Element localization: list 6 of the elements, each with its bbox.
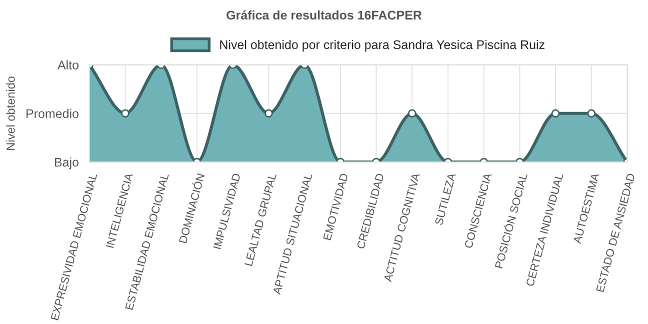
text: Alto [57, 60, 78, 70]
y-axis-title: Nivel obtenido [6, 76, 15, 150]
text: Promedio [26, 108, 78, 118]
text: Bajo [55, 157, 78, 170]
legend-label: Nivel obtenido por criterio para Sandra Yesica Piscina Ruiz [220, 40, 544, 52]
chart-title: Gráfica de resultados 16FACPER [226, 10, 422, 20]
